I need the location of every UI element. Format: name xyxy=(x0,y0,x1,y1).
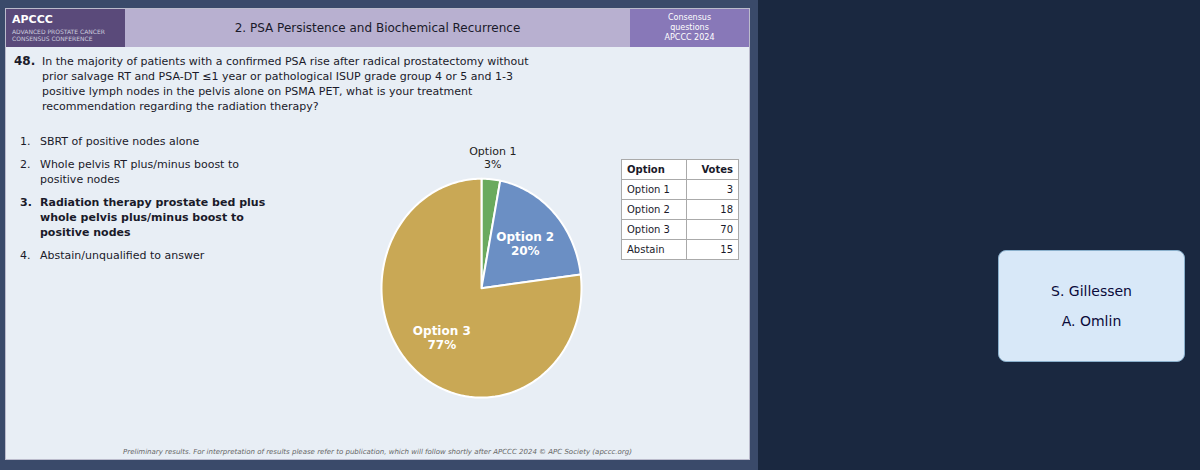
html-text:positive nodes: positive nodes xyxy=(40,173,120,186)
svg-text:Option 220%: Option 220% xyxy=(496,230,554,258)
html-text:1.: 1. xyxy=(20,135,31,148)
html-text:18: 18 xyxy=(720,204,733,215)
html-text:APCCC: APCCC xyxy=(12,13,53,26)
html-text:2. PSA Persistence and Biochem: 2. PSA Persistence and Biochemical Recur… xyxy=(234,21,521,35)
html-text:4.: 4. xyxy=(20,249,31,262)
html-text:A. Omlin: A. Omlin xyxy=(1061,313,1122,329)
html-text:prior salvage RT and PSA-DT ≤1: prior salvage RT and PSA-DT ≤1 year or p… xyxy=(42,70,513,83)
html-text:Abstain: Abstain xyxy=(627,244,665,255)
html-text:Radiation therapy prostate bed: Radiation therapy prostate bed plus xyxy=(40,196,266,209)
html-text:Option 2: Option 2 xyxy=(627,204,670,215)
html-text:Votes: Votes xyxy=(701,164,733,175)
html-text:Preliminary results. For inter: Preliminary results. For interpretation … xyxy=(123,448,632,456)
html-text:3.: 3. xyxy=(20,196,32,209)
html-text:positive lymph nodes in the pe: positive lymph nodes in the pelvis alone… xyxy=(42,85,473,98)
html-text:In the majority of patients wi: In the majority of patients with a confi… xyxy=(42,55,529,68)
html-text:3: 3 xyxy=(726,184,733,195)
html-text:ADVANCED PROSTATE CANCER CONSE: ADVANCED PROSTATE CANCER CONSENSUS CONFE… xyxy=(12,28,105,42)
svg-text:Option 13%: Option 13% xyxy=(469,145,516,171)
html-text:whole pelvis plus/minus boost: whole pelvis plus/minus boost to xyxy=(40,211,244,224)
html-text:2.: 2. xyxy=(20,158,31,171)
html-text:positive nodes: positive nodes xyxy=(40,226,131,239)
html-text:recommendation regarding the r: recommendation regarding the radiation t… xyxy=(42,100,319,113)
html-text:Consensus questions APCCC 2024: Consensus questions APCCC 2024 xyxy=(664,13,715,42)
html-text:Option: Option xyxy=(627,164,665,175)
html-text:Abstain/unqualified to answer: Abstain/unqualified to answer xyxy=(40,249,205,262)
html-text:Whole pelvis RT plus/minus boo: Whole pelvis RT plus/minus boost to xyxy=(40,158,239,171)
html-text:S. Gillessen: S. Gillessen xyxy=(1051,283,1132,299)
html-text:15: 15 xyxy=(720,244,733,255)
html-text:48.: 48. xyxy=(14,54,36,68)
html-text:70: 70 xyxy=(720,224,733,235)
html-text:Option 1: Option 1 xyxy=(627,184,670,195)
html-text:Option 3: Option 3 xyxy=(627,224,670,235)
svg-text:Option 377%: Option 377% xyxy=(413,324,471,352)
html-text:SBRT of positive nodes alone: SBRT of positive nodes alone xyxy=(40,135,200,148)
